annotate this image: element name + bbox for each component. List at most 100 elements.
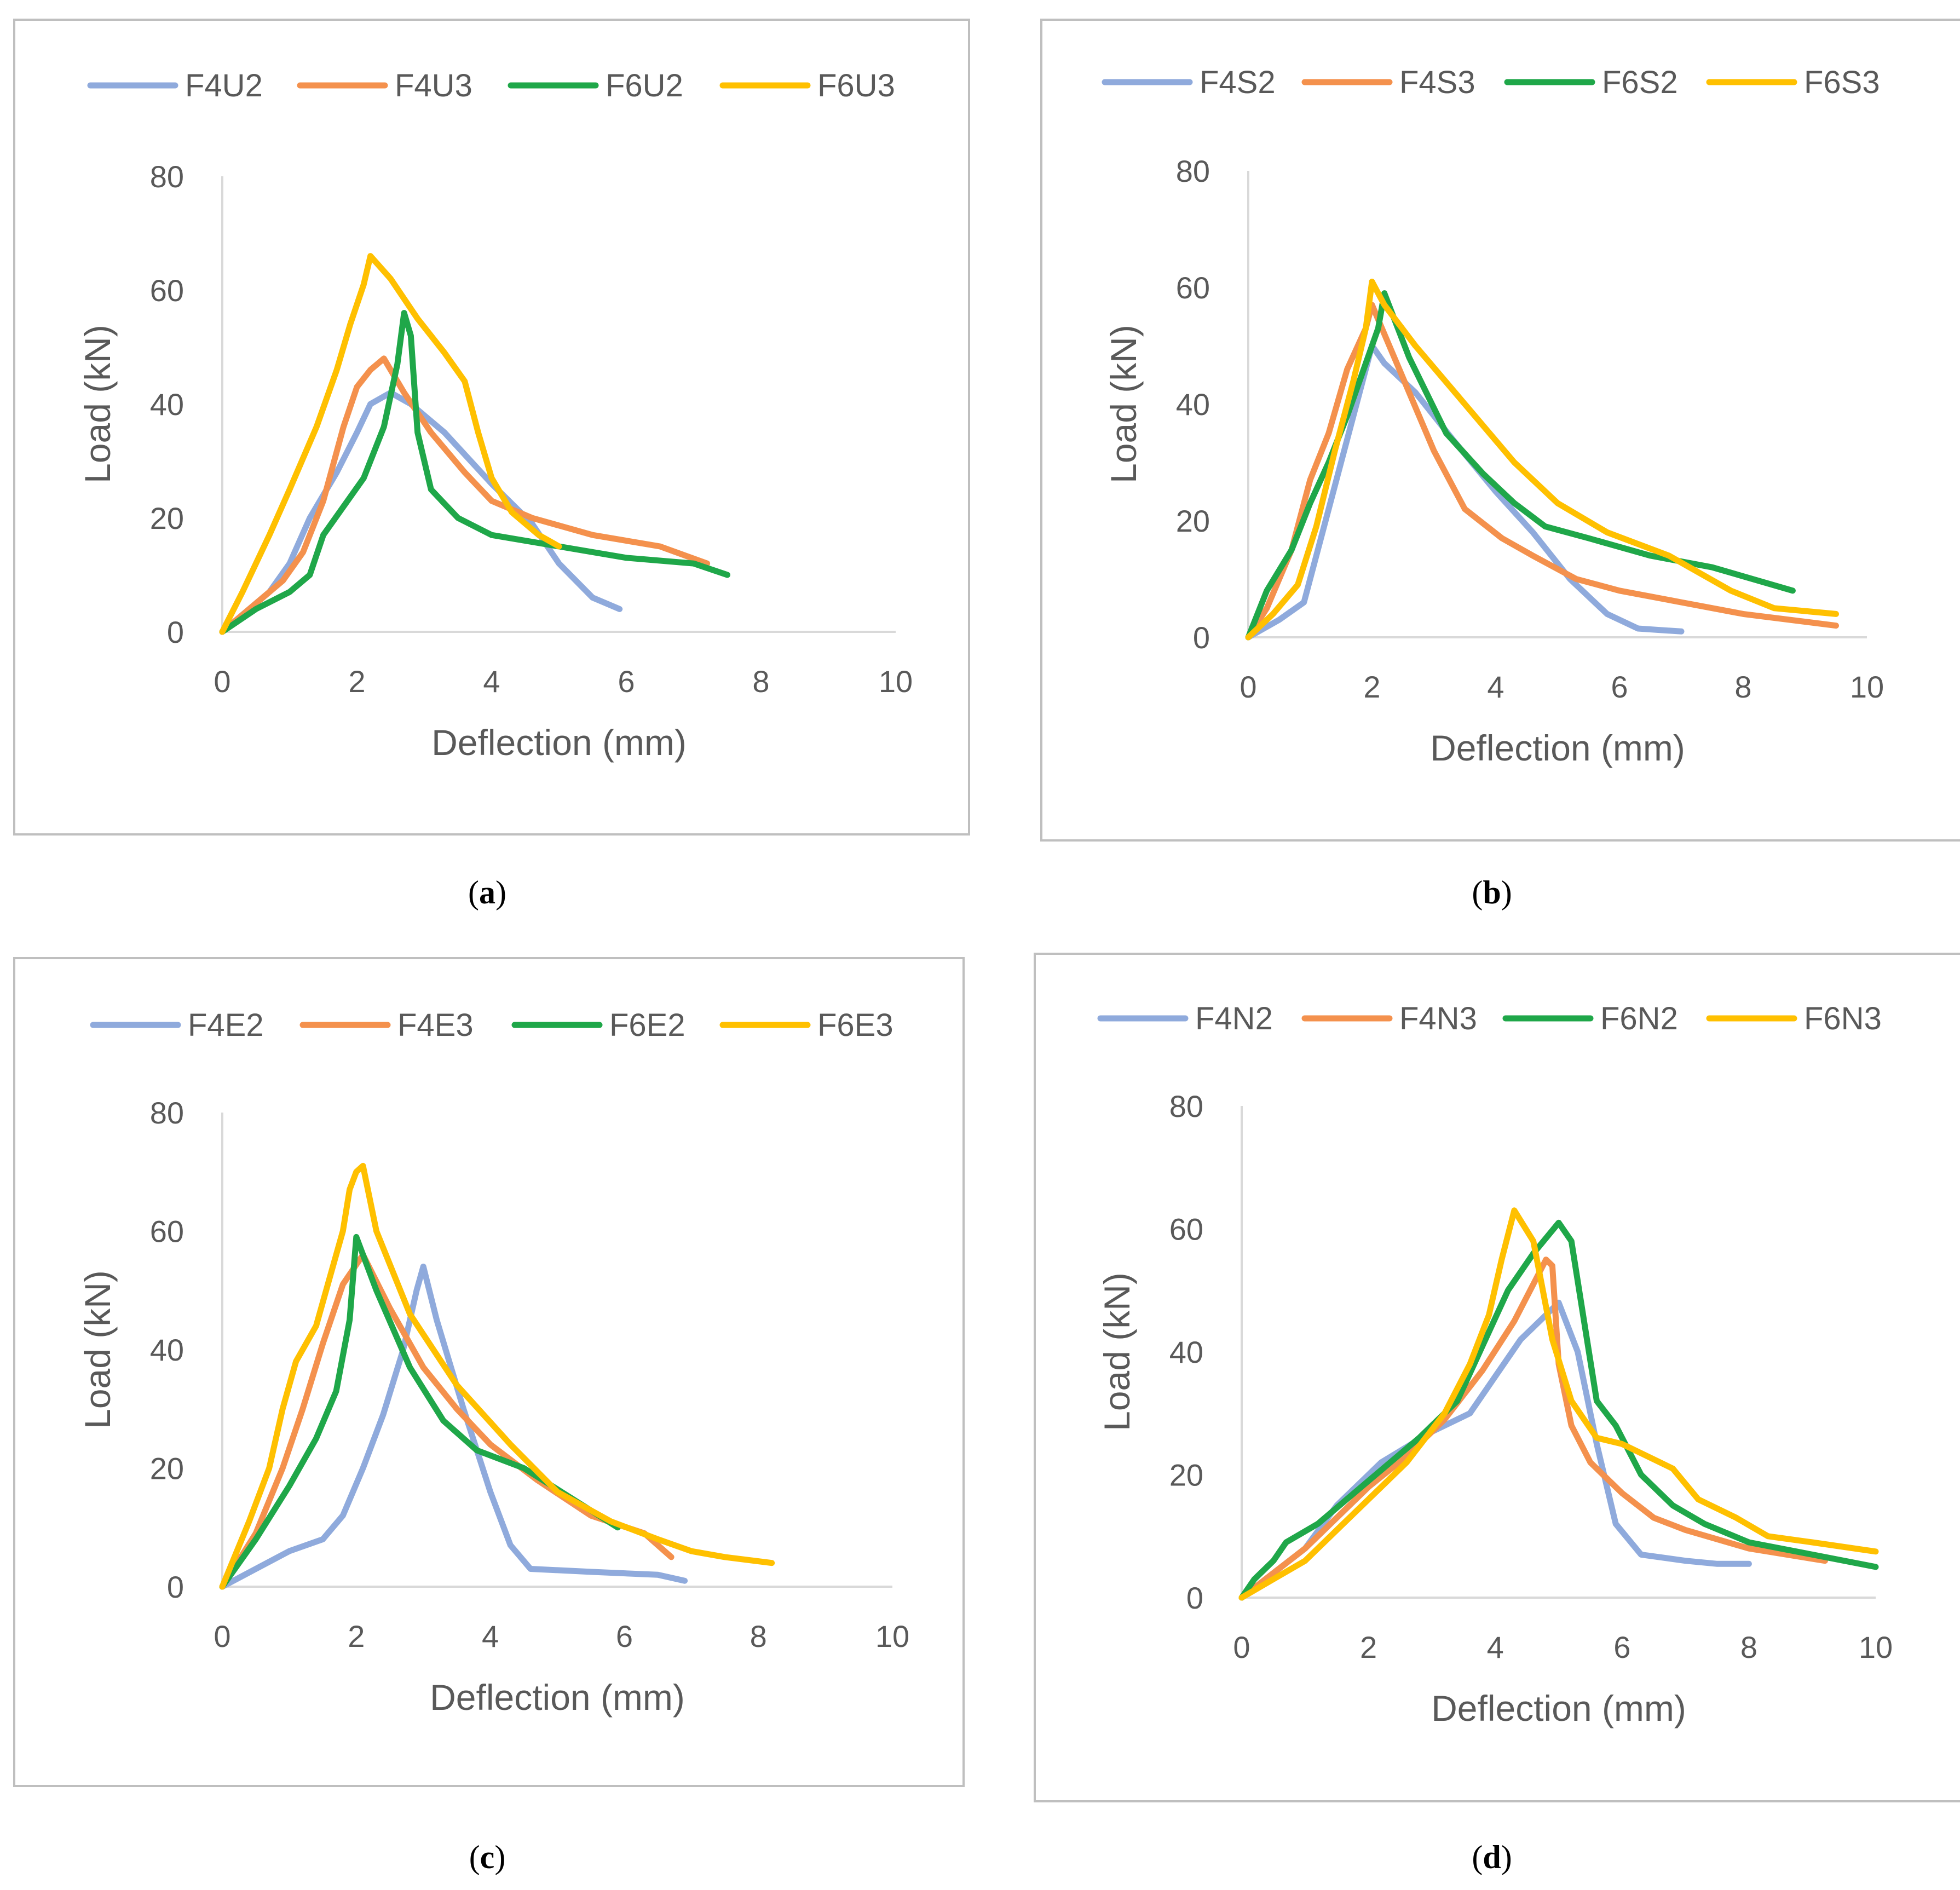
legend-label-f4e2: F4E2 (188, 1007, 264, 1043)
series-line-f4u3 (219, 355, 711, 635)
x-tick-label: 4 (1487, 670, 1504, 704)
chart-panel-a: 0 20 40 60 80 0 2 4 6 8 10 Deflection (mm) Load (kN)… (13, 19, 970, 835)
x-tick-label: 8 (1740, 1630, 1757, 1664)
panel-caption: (a) (468, 874, 506, 911)
chart-frame (13, 19, 970, 835)
x-tick-label: 8 (750, 1619, 767, 1653)
y-axis-title: Load (kN) (77, 1270, 118, 1429)
x-tick-label: 6 (1613, 1630, 1630, 1664)
caption-letter: c (480, 1839, 495, 1875)
y-tick-label: 40 (1169, 1335, 1203, 1369)
x-tick-label: 10 (875, 1619, 909, 1653)
x-tick-label: 4 (482, 1619, 499, 1653)
legend-label-f4n2: F4N2 (1195, 1001, 1273, 1036)
x-tick-label: 8 (752, 664, 769, 699)
y-tick-label: 20 (1169, 1458, 1203, 1493)
x-tick-label: 0 (1233, 1630, 1250, 1664)
series-line-f4e2 (219, 1263, 688, 1590)
x-axis-title: Deflection (mm) (1431, 1688, 1686, 1728)
caption-letter: a (479, 874, 495, 911)
legend-label-f4u2: F4U2 (185, 68, 263, 103)
x-tick-label: 0 (214, 664, 230, 699)
y-tick-label: 60 (1176, 270, 1210, 305)
chart-panel-b: 0 20 40 60 80 0 2 4 6 8 10 Deflection (mm) Load (kN)… (1040, 19, 1960, 842)
series-line-f6e3 (219, 1162, 775, 1590)
legend-label-f4s2: F4S2 (1200, 65, 1276, 100)
caption-open: ( (469, 1839, 480, 1875)
x-tick-label: 2 (1360, 1630, 1377, 1664)
y-tick-label: 20 (150, 501, 184, 535)
caption-letter: d (1483, 1839, 1501, 1875)
x-tick-label: 0 (1240, 670, 1256, 704)
x-tick-label: 6 (618, 664, 635, 699)
y-tick-label: 20 (1176, 504, 1210, 538)
chart-frame (1040, 19, 1960, 842)
x-axis-title: Deflection (mm) (431, 722, 687, 763)
caption-close: ) (1501, 874, 1512, 911)
chart-panel-d: 0 20 40 60 80 0 2 4 6 8 10 Deflection (mm) Load (kN)… (1034, 953, 1960, 1802)
x-axis-title: Deflection (mm) (1430, 728, 1685, 768)
y-tick-label: 60 (150, 273, 184, 308)
x-tick-label: 4 (483, 664, 500, 699)
x-tick-label: 2 (1363, 670, 1380, 704)
series-line-f6e2 (219, 1234, 621, 1590)
series-line-f6n2 (1238, 1219, 1879, 1601)
x-axis-title: Deflection (mm) (430, 1677, 685, 1718)
y-axis-title: Load (kN) (1097, 1272, 1137, 1431)
y-tick-label: 20 (150, 1451, 184, 1486)
chart-frame (13, 957, 965, 1787)
caption-open: ( (468, 874, 479, 911)
legend-label-f6n3: F6N3 (1804, 1001, 1882, 1036)
caption-close: ) (494, 1839, 505, 1875)
y-tick-label: 60 (150, 1214, 184, 1249)
legend-label-f6e2: F6E2 (609, 1007, 685, 1043)
y-tick-label: 40 (1176, 387, 1210, 422)
legend-label-f6u2: F6U2 (606, 68, 683, 103)
series-line-f6u3 (219, 253, 562, 635)
series-line-f6n3 (1238, 1207, 1879, 1601)
series-line-f4s3 (1245, 302, 1839, 641)
caption-open: ( (1472, 874, 1483, 911)
legend-label-f4e3: F4E3 (397, 1007, 474, 1043)
x-tick-label: 10 (1859, 1630, 1893, 1664)
x-tick-label: 10 (1850, 670, 1884, 704)
legend-label-f6e3: F6E3 (817, 1007, 893, 1043)
y-tick-label: 80 (150, 1096, 184, 1130)
y-tick-label: 40 (150, 387, 184, 422)
y-tick-label: 80 (1176, 154, 1210, 188)
x-tick-label: 0 (214, 1619, 230, 1653)
y-tick-label: 40 (150, 1333, 184, 1367)
panel-caption: (c) (469, 1839, 506, 1875)
legend-label-f6s2: F6S2 (1602, 65, 1678, 100)
series-line-f6s3 (1245, 278, 1839, 641)
y-tick-label: 0 (167, 615, 184, 649)
y-tick-label: 60 (1169, 1212, 1203, 1247)
legend-label-f4u3: F4U3 (395, 68, 472, 103)
caption-open: ( (1472, 1839, 1483, 1875)
caption-close: ) (1501, 1839, 1512, 1875)
y-axis-title: Load (kN) (77, 325, 118, 483)
x-tick-label: 6 (616, 1619, 633, 1653)
x-tick-label: 6 (1611, 670, 1628, 704)
panel-caption: (d) (1472, 1839, 1512, 1875)
legend-label-f4n3: F4N3 (1399, 1001, 1477, 1036)
y-tick-label: 80 (1169, 1089, 1203, 1123)
legend-label-f6n2: F6N2 (1600, 1001, 1678, 1036)
x-tick-label: 2 (348, 664, 365, 699)
legend-label-f6u3: F6U3 (817, 68, 895, 103)
x-tick-label: 10 (879, 664, 913, 699)
x-tick-label: 2 (348, 1619, 365, 1653)
x-tick-label: 4 (1487, 1630, 1504, 1664)
y-tick-label: 0 (1186, 1581, 1203, 1615)
y-tick-label: 80 (150, 159, 184, 194)
y-tick-label: 0 (1193, 620, 1210, 655)
chart-panel-c: 0 20 40 60 80 0 2 4 6 8 10 Deflection (mm) Load (kN)… (13, 957, 965, 1787)
caption-letter: b (1483, 874, 1501, 911)
y-tick-label: 0 (167, 1570, 184, 1604)
panel-caption: (b) (1472, 874, 1512, 911)
y-axis-title: Load (kN) (1103, 325, 1144, 483)
x-tick-label: 8 (1734, 670, 1751, 704)
legend-label-f4s3: F4S3 (1399, 65, 1475, 100)
legend-label-f6s3: F6S3 (1804, 65, 1880, 100)
